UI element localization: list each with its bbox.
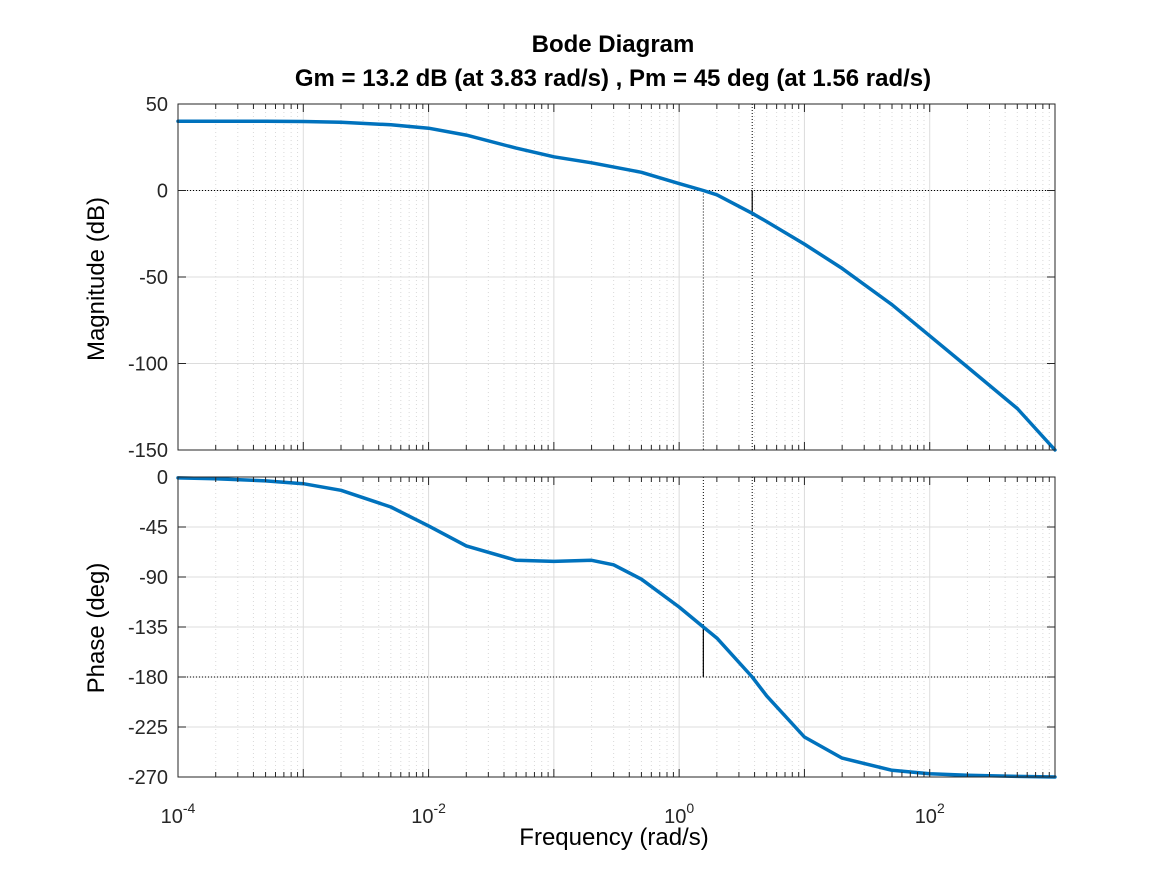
magnitude-series-line	[176, 119, 1057, 452]
phase-y-tick-label: -270	[128, 767, 168, 789]
chart-title: Bode Diagram	[532, 31, 695, 58]
phase-y-tick-label: -45	[139, 517, 168, 539]
chart-subtitle: Gm = 13.2 dB (at 3.83 rad/s) , Pm = 45 d…	[295, 65, 931, 92]
phase-y-tick-label: 0	[157, 467, 168, 489]
phase-series-line	[176, 476, 1057, 779]
magnitude-y-tick-label: -100	[128, 354, 168, 376]
magnitude-panel: 50 0 -50 -100 -150	[128, 94, 1057, 462]
phase-axis-label: Phase (deg)	[83, 563, 110, 694]
magnitude-y-tick-label: 0	[157, 181, 168, 203]
x-axis-ticks: 10-4 10-2 100 102	[161, 800, 945, 828]
phase-y-tick-label: -180	[128, 667, 168, 689]
x-tick-label: 100	[664, 800, 694, 828]
x-axis-label: Frequency (rad/s)	[519, 824, 708, 851]
x-tick-label: 10-2	[411, 800, 446, 828]
phase-y-tick-label: -135	[128, 617, 168, 639]
magnitude-y-tick-label: -50	[139, 267, 168, 289]
x-tick-label: 102	[915, 800, 945, 828]
phase-y-tick-label: -90	[139, 567, 168, 589]
phase-y-tick-label: -225	[128, 717, 168, 739]
phase-panel: 0 -45 -90 -135 -180 -225 -270	[128, 467, 1057, 789]
magnitude-y-tick-label: 50	[146, 94, 168, 116]
magnitude-y-tick-label: -150	[128, 440, 168, 462]
magnitude-axis-label: Magnitude (dB)	[83, 197, 110, 361]
x-tick-label: 10-4	[161, 800, 196, 828]
